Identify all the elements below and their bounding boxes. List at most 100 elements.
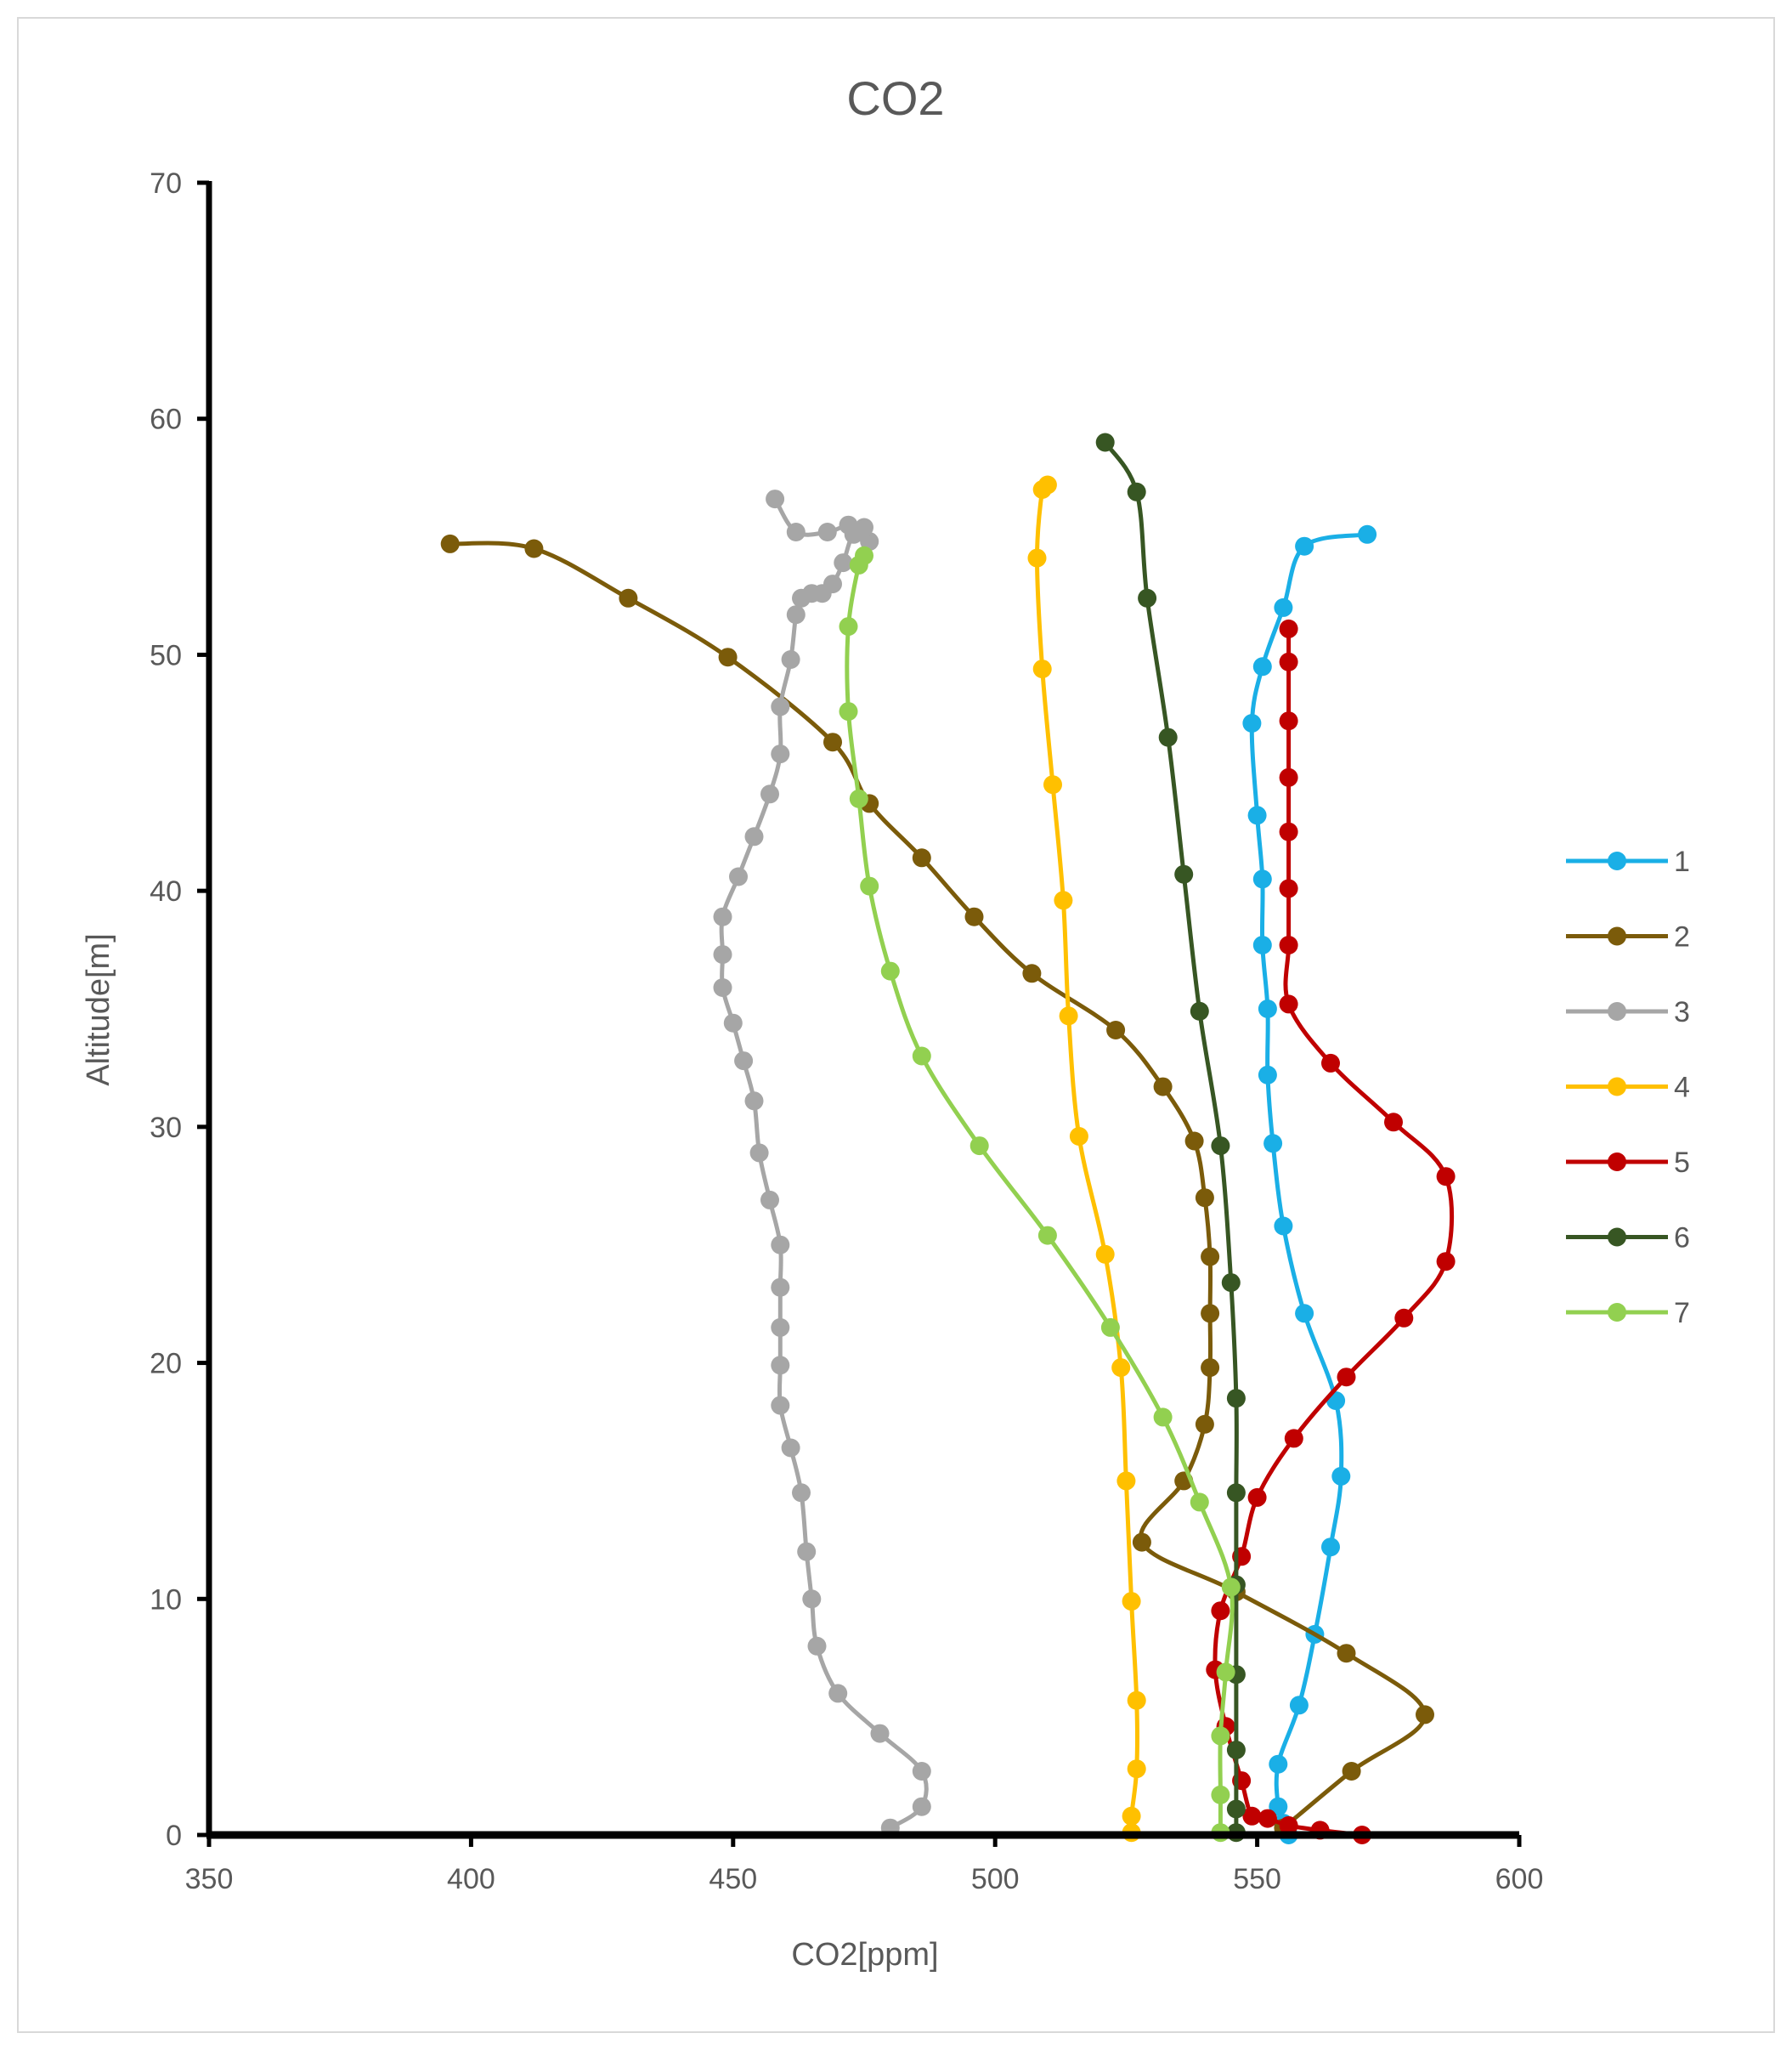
series-3-point (870, 1724, 890, 1743)
series-3-point (771, 1317, 790, 1337)
series-6-point (1226, 1389, 1246, 1408)
series-5-point (1247, 1487, 1267, 1507)
series-2-line (448, 541, 1427, 1831)
series-7-point (1211, 1785, 1230, 1804)
series-3-line (719, 496, 929, 1831)
series-4-point (1122, 1592, 1141, 1611)
series-2-point (1201, 1358, 1220, 1378)
series-3-point (823, 575, 842, 594)
series-6-point (1095, 433, 1115, 452)
legend-item-4: 4 (1566, 1072, 1690, 1104)
series-6-point (1226, 1741, 1246, 1759)
y-tick-label: 20 (150, 1348, 182, 1380)
series-4-point (1095, 1244, 1115, 1264)
series-7-point (849, 789, 868, 808)
series-1 (1242, 524, 1377, 1844)
series-3-point (771, 1277, 790, 1297)
series-5-point (1279, 767, 1298, 787)
legend-item-7: 7 (1566, 1297, 1690, 1329)
series-3-point (855, 518, 873, 537)
series-3-point (771, 697, 790, 716)
series-3-point (797, 1542, 817, 1561)
series-1-point (1258, 1065, 1277, 1084)
series-1-point (1274, 597, 1293, 617)
series-3-point (723, 1013, 743, 1033)
series-2-point (1153, 1077, 1173, 1096)
series-7-point (912, 1046, 931, 1066)
series-4-point (1027, 548, 1047, 568)
series-2-point (1132, 1532, 1151, 1552)
series-3-point (786, 605, 806, 625)
series-3-point (744, 827, 764, 847)
series-1-point (1252, 869, 1272, 889)
y-tick-label: 50 (150, 639, 182, 671)
series-5-point (1211, 1601, 1230, 1621)
legend-marker (1608, 1152, 1626, 1171)
series-7-point (1221, 1577, 1241, 1597)
legend-label: 1 (1674, 846, 1690, 878)
series-1-point (1252, 936, 1272, 954)
y-tick-label: 10 (150, 1583, 182, 1616)
series-7-point (839, 617, 858, 637)
series-1-point (1252, 657, 1272, 677)
series-7-point (1216, 1662, 1235, 1682)
series-7-point (860, 876, 879, 896)
series-2-point (1201, 1304, 1220, 1323)
legend-label: 3 (1674, 996, 1690, 1028)
series-3 (713, 490, 931, 1838)
series-4-point (1127, 1759, 1146, 1779)
series-7-point (855, 546, 873, 565)
x-tick-label: 400 (447, 1863, 495, 1895)
series-4-point (1043, 775, 1062, 795)
chart-frame (17, 17, 1775, 2033)
series-1-point (1274, 1216, 1293, 1236)
series-2-point (1195, 1188, 1214, 1208)
series-1-point (1289, 1696, 1309, 1715)
series-5-point (1384, 1113, 1403, 1132)
series-2-point (718, 648, 738, 667)
series-6-point (1138, 588, 1157, 608)
legend-label: 5 (1674, 1147, 1690, 1179)
legend-item-6: 6 (1566, 1222, 1690, 1254)
series-2-point (524, 539, 544, 558)
series-5-point (1279, 936, 1298, 954)
series-7-point (1037, 1226, 1057, 1245)
y-tick-label: 40 (150, 875, 182, 908)
series-7-point (1211, 1726, 1230, 1746)
legend-marker (1608, 1227, 1626, 1247)
series-4-point (1059, 1006, 1078, 1026)
series-1-point (1269, 1754, 1288, 1774)
series-1-point (1321, 1538, 1340, 1557)
series-2-point (1106, 1021, 1126, 1039)
x-tick-label: 600 (1495, 1863, 1544, 1895)
series-3-point (807, 1636, 827, 1656)
series-7-point (839, 702, 858, 722)
series-3-point (713, 978, 732, 997)
series-5 (1206, 619, 1456, 1844)
series-7-point (1100, 1317, 1120, 1337)
series-1-point (1247, 806, 1267, 825)
series-6-point (1226, 1483, 1246, 1503)
series-2-point (964, 907, 984, 926)
series-3-point (771, 745, 790, 764)
y-tick-label: 30 (150, 1112, 182, 1144)
series-7-point (1153, 1407, 1173, 1427)
series-3-point (781, 650, 800, 669)
x-tick-label: 550 (1233, 1863, 1281, 1895)
x-tick-label: 350 (185, 1863, 234, 1895)
series-2-point (1022, 964, 1042, 983)
series-2-point (1416, 1705, 1434, 1724)
series-3-point (860, 532, 879, 552)
series-3-point (771, 1356, 790, 1375)
series-3-point (792, 1483, 811, 1503)
x-tick-label: 450 (709, 1863, 757, 1895)
legend-marker (1608, 852, 1626, 870)
series-2 (440, 534, 1434, 1838)
series-4-point (1111, 1358, 1131, 1378)
series-5-point (1279, 711, 1298, 731)
series-7-point (969, 1136, 989, 1156)
legend-marker (1608, 1077, 1626, 1096)
series-3-point (734, 1051, 754, 1071)
series-6-point (1221, 1273, 1241, 1293)
